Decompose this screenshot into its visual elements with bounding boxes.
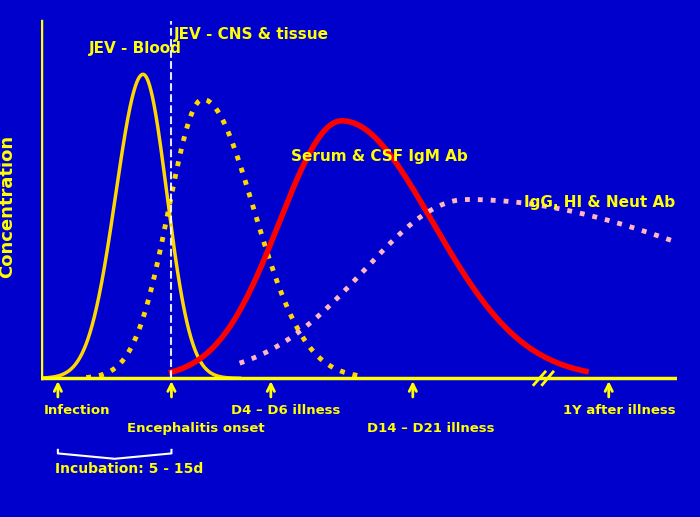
Text: Serum & CSF IgM Ab: Serum & CSF IgM Ab xyxy=(290,149,468,164)
Text: Infection: Infection xyxy=(43,404,110,417)
Text: Incubation: 5 - 15d: Incubation: 5 - 15d xyxy=(55,462,203,476)
Text: IgG, HI & Neut Ab: IgG, HI & Neut Ab xyxy=(524,195,675,210)
Text: D4 – D6 illness: D4 – D6 illness xyxy=(231,404,340,417)
Text: Concentration: Concentration xyxy=(0,135,16,278)
Text: D14 – D21 illness: D14 – D21 illness xyxy=(368,422,495,435)
Text: JEV - Blood: JEV - Blood xyxy=(89,41,182,56)
Text: 1Y after illness: 1Y after illness xyxy=(564,404,676,417)
Text: Encephalitis onset: Encephalitis onset xyxy=(127,422,265,435)
Text: JEV - CNS & tissue: JEV - CNS & tissue xyxy=(174,27,329,42)
